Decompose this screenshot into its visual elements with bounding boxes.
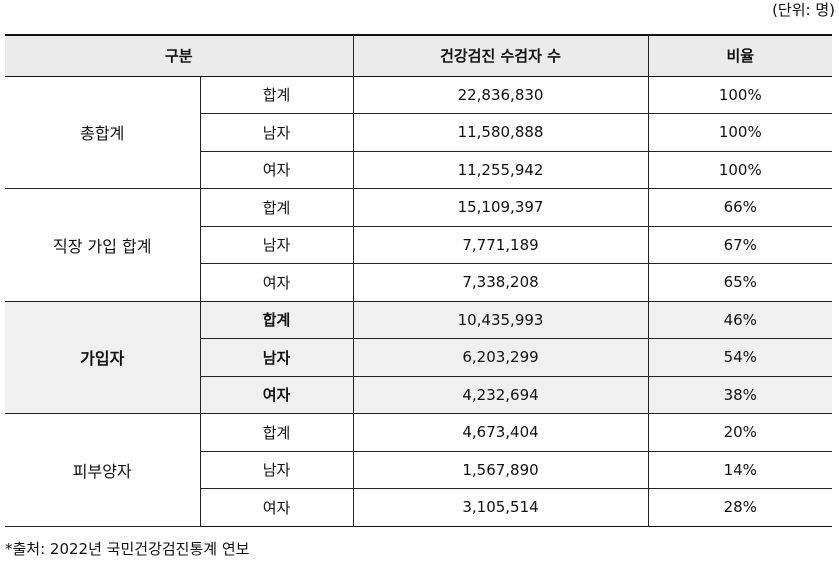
row-label: 여자 [200, 375, 354, 414]
row-label: 합계 [199, 300, 354, 339]
row-label: 남자 [200, 113, 354, 152]
row-ratio: 100% [647, 150, 833, 189]
row-ratio: 46% [647, 300, 833, 339]
row-ratio: 20% [647, 413, 833, 452]
table-row: 여자 11,255,942 100% [5, 150, 833, 189]
row-label: 합계 [199, 413, 354, 452]
row-count: 7,338,208 [352, 263, 649, 302]
group-label-subscriber: 가입자 [5, 300, 201, 414]
row-ratio: 65% [647, 263, 833, 302]
row-ratio: 14% [647, 450, 833, 489]
table-row: 남자 11,580,888 100% [5, 113, 833, 152]
row-label: 여자 [200, 150, 354, 189]
table-row: 직장 가입 합계 합계 15,109,397 66% [5, 188, 833, 302]
unit-note: (단위: 명) [772, 1, 835, 19]
row-label: 남자 [200, 225, 354, 264]
source-note: *출처: 2022년 국민건강검진통계 연보 [5, 540, 250, 558]
row-count: 4,232,694 [352, 375, 649, 414]
row-count: 22,836,830 [352, 75, 649, 114]
row-label: 합계 [199, 75, 354, 114]
group-label-workplace: 직장 가입 합계 [5, 188, 201, 302]
table-row: 남자 6,203,299 54% [5, 338, 833, 377]
row-label: 남자 [200, 450, 354, 489]
row-ratio: 66% [647, 188, 833, 227]
table-header-row: 구분 건강검진 수검자 수 비율 [5, 34, 833, 77]
table-row: 총합계 합계 22,836,830 100% [5, 75, 833, 189]
row-count: 3,105,514 [352, 488, 649, 527]
group-label-dependent: 피부양자 [5, 413, 201, 527]
row-ratio: 100% [647, 113, 833, 152]
row-label: 남자 [200, 338, 354, 377]
row-count: 1,567,890 [352, 450, 649, 489]
table-row: 여자 3,105,514 28% [5, 488, 833, 527]
header-count: 건강검진 수검자 수 [352, 34, 649, 77]
row-ratio: 28% [647, 488, 833, 527]
group-label-total: 총합계 [5, 75, 201, 189]
table-row: 여자 4,232,694 38% [5, 375, 833, 414]
row-ratio: 67% [647, 225, 833, 264]
row-count: 7,771,189 [352, 225, 649, 264]
table-row: 남자 1,567,890 14% [5, 450, 833, 489]
header-category: 구분 [5, 34, 354, 77]
row-label: 여자 [200, 488, 354, 527]
table-row: 피부양자 합계 4,673,404 20% [5, 413, 833, 527]
row-count: 11,255,942 [352, 150, 649, 189]
header-ratio: 비율 [647, 34, 833, 77]
row-count: 6,203,299 [352, 338, 649, 377]
row-count: 4,673,404 [352, 413, 649, 452]
row-ratio: 38% [647, 375, 833, 414]
row-count: 11,580,888 [352, 113, 649, 152]
table-row: 여자 7,338,208 65% [5, 263, 833, 302]
row-count: 15,109,397 [352, 188, 649, 227]
row-ratio: 54% [647, 338, 833, 377]
row-count: 10,435,993 [352, 300, 649, 339]
table-row: 가입자 합계 10,435,993 46% [5, 300, 833, 414]
row-ratio: 100% [647, 75, 833, 114]
checkup-table: 구분 건강검진 수검자 수 비율 총합계 합계 22,836,830 100% … [5, 34, 833, 527]
row-label: 합계 [199, 188, 354, 227]
row-label: 여자 [200, 263, 354, 302]
